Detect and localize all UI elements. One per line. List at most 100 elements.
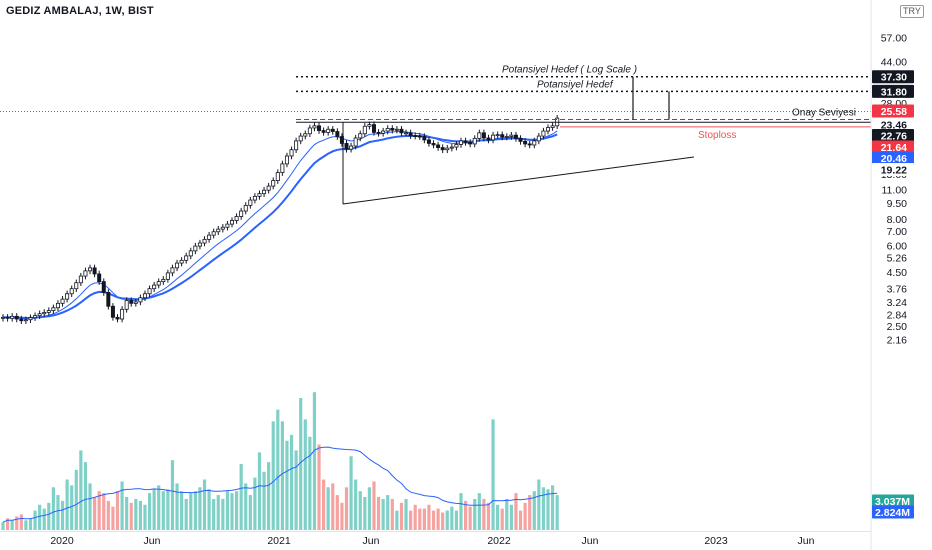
candle-body	[486, 137, 491, 141]
volume-bar	[267, 462, 271, 530]
currency-badge[interactable]: TRY	[900, 5, 924, 18]
volume-bar	[486, 502, 491, 530]
volume-bar	[115, 491, 120, 530]
volume-bar	[555, 495, 559, 530]
annotation-target-log: Potansiyel Hedef ( Log Scale )	[502, 65, 637, 76]
price-tag-bg	[872, 151, 914, 165]
volume-bar	[111, 506, 115, 530]
volume-bar	[212, 498, 216, 530]
candle-body	[0, 316, 6, 319]
volume-bar	[230, 493, 234, 530]
volume-bar	[303, 419, 307, 530]
candle-body	[5, 316, 10, 319]
candle-body	[317, 125, 322, 131]
candle-layer	[0, 114, 560, 325]
volume-bar	[537, 479, 541, 530]
candle-body	[518, 138, 523, 142]
candle-body	[477, 132, 482, 139]
volume-bar	[15, 516, 19, 530]
volume-bar	[294, 450, 298, 530]
price-axis-tick: 57.00	[881, 33, 907, 45]
volume-bar	[276, 409, 280, 530]
volume-bar	[244, 483, 248, 530]
volume-bar	[308, 436, 312, 530]
candle-body	[147, 288, 152, 295]
volume-bar	[28, 518, 33, 530]
volume-bar	[376, 497, 381, 530]
candle-body	[463, 140, 468, 143]
volume-bar	[1, 522, 5, 530]
volume-bar	[42, 508, 46, 530]
volume-bar	[532, 491, 536, 530]
volume-bar	[184, 498, 188, 530]
volume-bar	[514, 493, 518, 530]
candle-body	[445, 147, 450, 151]
price-tag-bg	[872, 140, 914, 154]
volume-bar	[468, 506, 472, 530]
candle-body	[243, 204, 248, 212]
candle-body	[152, 284, 157, 290]
volume-bar	[175, 483, 179, 530]
candle-body	[216, 228, 221, 233]
candle-body	[83, 270, 88, 277]
candle-body	[513, 134, 518, 139]
candle-body	[303, 133, 308, 137]
candle-body	[106, 292, 111, 307]
candle-body	[353, 137, 358, 147]
candle-body	[472, 138, 477, 145]
volume-bar	[143, 504, 147, 530]
candle-body	[133, 301, 138, 304]
candle-body	[175, 262, 180, 269]
volume-bar	[477, 493, 481, 530]
candle-body	[413, 135, 418, 138]
candle-body	[202, 238, 207, 244]
time-axis-tick: Jun	[582, 535, 599, 547]
price-tag-label: 37.30	[881, 72, 907, 84]
volume-bar	[509, 504, 513, 530]
volume-ma-layer	[2, 446, 558, 523]
candle-body	[234, 216, 239, 221]
candle-body	[330, 128, 335, 132]
price-axis-tick: 2.16	[887, 335, 908, 347]
candle-body	[454, 144, 459, 148]
volume-bar	[445, 510, 449, 530]
volume-bar	[102, 493, 106, 530]
price-tag-label: 25.58	[881, 106, 907, 118]
volume-bar	[422, 508, 426, 530]
volume-bar	[482, 498, 486, 530]
volume-tag-bg	[872, 505, 914, 519]
price-tag-label: 31.80	[881, 86, 907, 98]
candle-body	[458, 140, 463, 145]
volume-bar	[60, 500, 65, 530]
candle-body	[367, 124, 372, 127]
volume-bar	[381, 498, 385, 530]
annotation-stoploss: Stoploss	[698, 130, 736, 141]
volume-bar	[395, 510, 399, 530]
candle-body	[138, 297, 143, 303]
drawing-layer: Potansiyel Hedef ( Log Scale ) Potansiyel…	[0, 65, 871, 205]
price-axis-tick: 5.26	[887, 252, 908, 264]
annotation-confirm: Onay Seviyesi	[792, 107, 856, 118]
volume-bar	[285, 440, 289, 530]
volume-bar	[541, 487, 546, 530]
volume-bar	[97, 491, 101, 530]
volume-bar	[551, 485, 555, 530]
candle-body	[495, 134, 500, 137]
time-axis-tick: 2021	[267, 535, 291, 547]
candle-body	[88, 267, 93, 272]
volume-bar	[257, 452, 262, 530]
price-axis-tick: 44.00	[881, 56, 907, 68]
candle-body	[468, 142, 473, 145]
symbol-title: GEDIZ AMBALAJ, 1W, BIST	[6, 5, 154, 17]
price-axis-tick: 2.84	[887, 309, 908, 321]
candle-body	[60, 298, 65, 304]
price-tag-bg	[872, 84, 914, 98]
candle-body	[349, 145, 354, 150]
candle-body	[239, 210, 244, 217]
candle-body	[97, 273, 102, 282]
candle-body	[92, 267, 97, 275]
price-axis-tick: 9.50	[887, 198, 908, 210]
candle-body	[23, 319, 28, 322]
volume-bar	[134, 498, 138, 530]
